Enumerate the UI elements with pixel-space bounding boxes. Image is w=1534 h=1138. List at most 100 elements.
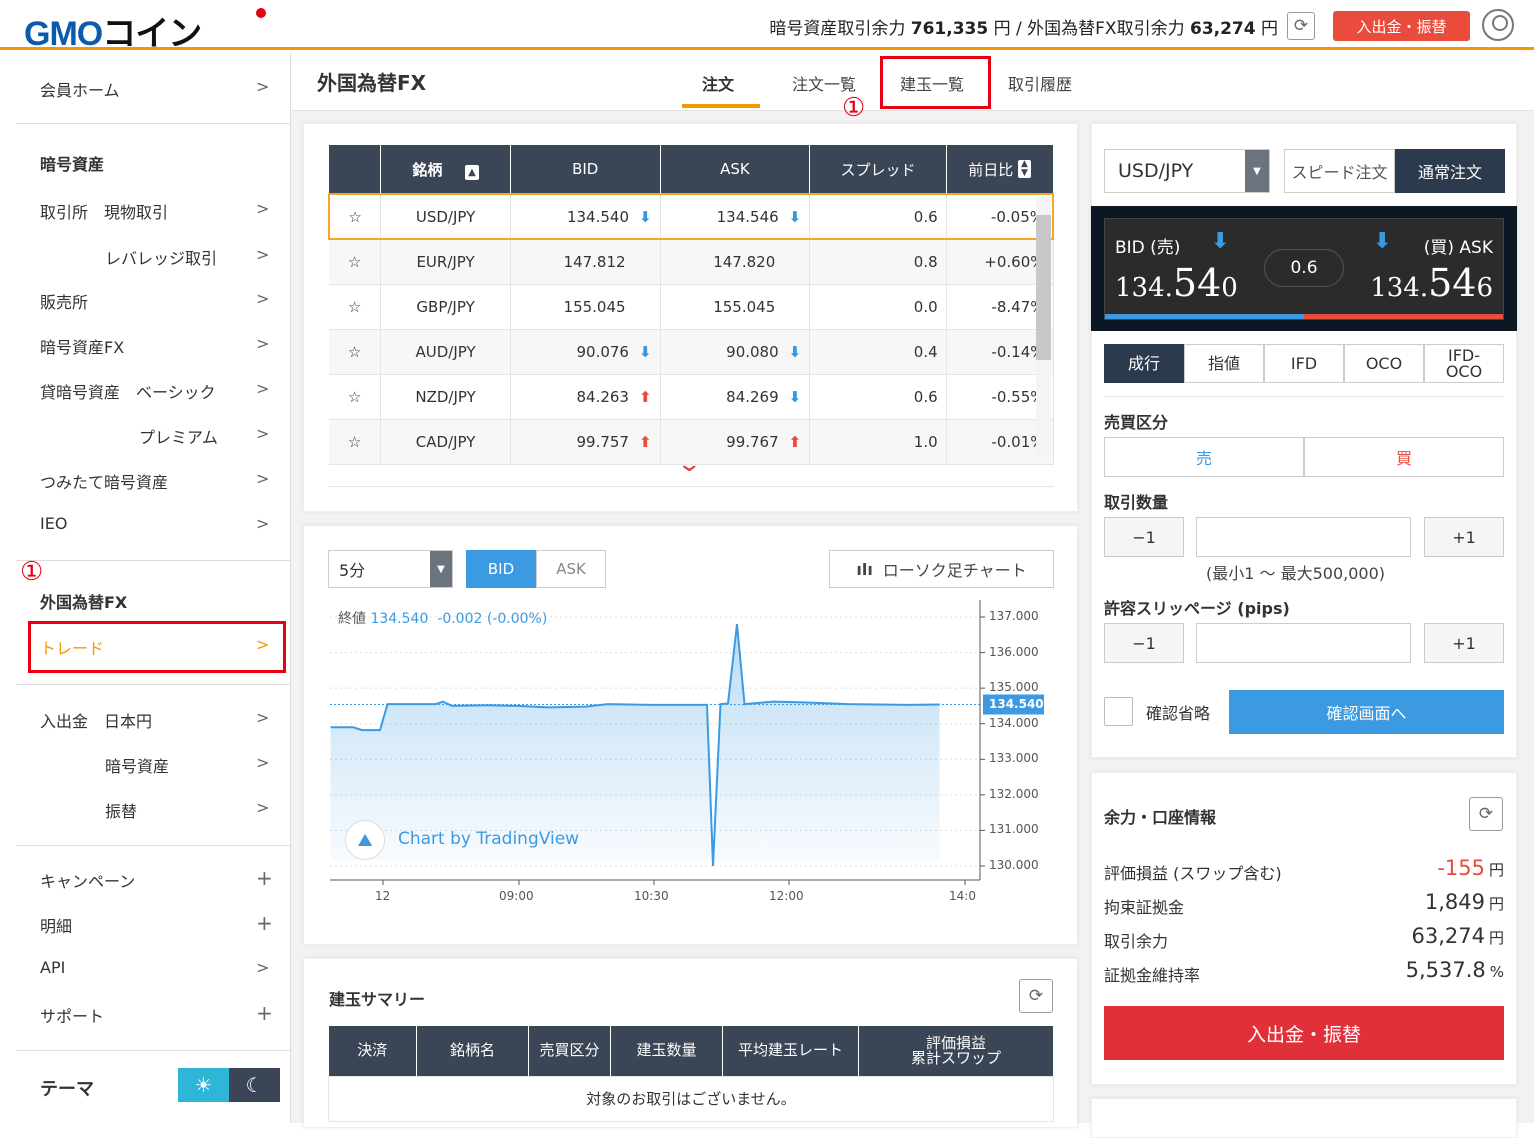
rate-row[interactable]: ☆ AUD/JPY 90.076 ⬇ 90.080 ⬇ 0.4 -0.14%: [329, 329, 1054, 375]
bid-cell[interactable]: 84.263 ⬆: [510, 374, 661, 420]
order-type-ifd-oco[interactable]: IFD-OCO: [1424, 344, 1504, 383]
moon-icon[interactable]: ☾: [229, 1068, 280, 1102]
account-row-value: 63,274 円: [1411, 924, 1505, 948]
bid-cell[interactable]: 155.045: [510, 284, 661, 330]
sun-icon[interactable]: ☀: [178, 1068, 229, 1102]
sort-icon[interactable]: ▲ ▼: [1018, 159, 1031, 178]
sidebar-item-premium[interactable]: プレミアム: [139, 428, 218, 447]
y-tick-label: 136.000: [989, 644, 1039, 659]
sidebar-item-deposit-crypto[interactable]: 暗号資産: [105, 757, 170, 776]
account-row-value: 5,537.8%: [1405, 958, 1504, 982]
sidebar-item-api[interactable]: API: [40, 958, 66, 977]
gmo-coin-logo[interactable]: GMOコイン: [24, 6, 266, 55]
sidebar-item-sales[interactable]: 販売所: [40, 293, 89, 312]
tab-positions[interactable]: 建玉一覧: [900, 75, 965, 94]
rate-row[interactable]: ☆ NZD/JPY 84.263 ⬆ 84.269 ⬇ 0.6 -0.55%: [329, 374, 1054, 420]
account-row-label: 拘束証拠金: [1104, 898, 1185, 917]
table-scrollbar[interactable]: [1036, 197, 1051, 457]
bid-cell[interactable]: 90.076 ⬇: [510, 329, 661, 375]
bid-price[interactable]: 134.540: [1115, 261, 1238, 305]
ask-toggle[interactable]: ASK: [536, 550, 606, 588]
sidebar-item-statement[interactable]: 明細: [40, 917, 73, 936]
bid-cell[interactable]: 147.812: [510, 239, 661, 285]
quantity-input[interactable]: [1196, 517, 1411, 557]
sidebar-item-member-home[interactable]: 会員ホーム: [40, 81, 120, 100]
chevron-right-icon: >: [256, 469, 270, 488]
ask-cell[interactable]: 90.080 ⬇: [660, 329, 811, 375]
sidebar-item-crypto-fx[interactable]: 暗号資産FX: [40, 338, 125, 357]
ask-cell[interactable]: 84.269 ⬇: [660, 374, 811, 420]
buy-button[interactable]: 買: [1304, 437, 1504, 477]
bid-cell[interactable]: 99.757 ⬆: [510, 419, 661, 465]
refresh-icon[interactable]: ⟳: [1287, 12, 1315, 40]
arrow-down-icon: ⬇: [638, 342, 652, 361]
ask-cell[interactable]: 99.767 ⬆: [660, 419, 811, 465]
balance-summary: 暗号資産取引余力 761,335 円 / 外国為替FX取引余力 63,274 円: [769, 14, 1278, 39]
active-tab-indicator: [682, 104, 760, 108]
sort-asc-icon[interactable]: ▲: [465, 164, 479, 180]
refresh-icon[interactable]: ⟳: [1019, 979, 1053, 1013]
order-type-成行[interactable]: 成行: [1104, 344, 1184, 383]
sidebar-item-exchange-spot[interactable]: 取引所 現物取引: [40, 203, 169, 222]
order-type-oco[interactable]: OCO: [1344, 344, 1424, 383]
slippage-input[interactable]: [1196, 623, 1411, 663]
theme-toggle[interactable]: ☀ ☾: [178, 1068, 280, 1102]
account-title: 余力・口座情報: [1104, 808, 1217, 827]
sidebar-item-transfer[interactable]: 振替: [105, 802, 138, 821]
sidebar-item-deposit-jpy[interactable]: 入出金 日本円: [40, 712, 153, 731]
close-value: 134.540: [370, 611, 429, 627]
interval-select[interactable]: 5分 ▼: [328, 550, 453, 588]
bid-toggle[interactable]: BID: [466, 550, 536, 588]
deposit-transfer-button[interactable]: 入出金・振替: [1333, 11, 1470, 41]
refresh-icon[interactable]: ⟳: [1469, 797, 1503, 831]
col-change[interactable]: 前日比 ▲ ▼: [946, 145, 1054, 194]
rate-row[interactable]: ☆ EUR/JPY 147.812 147.820 0.8 +0.60%: [329, 239, 1054, 285]
normal-order-tab[interactable]: 通常注文: [1395, 149, 1505, 193]
pin-icon[interactable]: ☆: [329, 284, 382, 330]
sidebar-item-trade[interactable]: トレード: [40, 639, 105, 658]
sidebar-item-leverage[interactable]: レバレッジ取引: [105, 249, 218, 268]
bid-cell[interactable]: 134.540 ⬇: [510, 193, 661, 240]
confirm-button[interactable]: 確認画面へ: [1229, 690, 1504, 734]
sidebar-item-ieo[interactable]: IEO: [40, 514, 68, 533]
expand-chevron-down-icon[interactable]: ⌄: [676, 452, 703, 477]
speed-order-tab[interactable]: スピード注文: [1284, 149, 1395, 193]
sidebar-item-tsumitate[interactable]: つみたて暗号資産: [40, 473, 169, 492]
rate-row[interactable]: ☆ CAD/JPY 99.757 ⬆ 99.767 ⬆ 1.0 -0.01%: [329, 419, 1054, 465]
pin-icon[interactable]: ☆: [329, 374, 382, 420]
ask-price[interactable]: 134.546: [1370, 261, 1493, 305]
quantity-minus-button[interactable]: −1: [1104, 517, 1184, 557]
user-icon[interactable]: [1482, 9, 1514, 41]
tab-order[interactable]: 注文: [702, 75, 735, 94]
ask-cell[interactable]: 155.045: [660, 284, 811, 330]
pair-select[interactable]: USD/JPY ▼: [1104, 149, 1270, 193]
sidebar-item-campaign[interactable]: キャンペーン: [40, 872, 136, 891]
pin-icon[interactable]: ☆: [329, 239, 382, 285]
sidebar-item-lending-basic[interactable]: 貸暗号資産 ベーシック: [40, 383, 216, 402]
pin-icon[interactable]: ☆: [328, 193, 382, 240]
candlestick-chart-button[interactable]: ılı ローソク足チャート: [829, 550, 1054, 588]
slippage-minus-button[interactable]: −1: [1104, 623, 1184, 663]
tradingview-watermark[interactable]: Chart by TradingView: [398, 829, 580, 849]
change-cell: -0.55%: [946, 374, 1054, 420]
pin-icon[interactable]: ☆: [329, 329, 382, 375]
ask-cell[interactable]: 147.820: [660, 239, 811, 285]
pin-icon[interactable]: ☆: [329, 419, 382, 465]
sell-button[interactable]: 売: [1104, 437, 1304, 477]
tab-history[interactable]: 取引履歴: [1008, 75, 1073, 94]
order-type-ifd[interactable]: IFD: [1264, 344, 1344, 383]
chevron-right-icon: >: [256, 635, 270, 654]
sidebar-item-support[interactable]: サポート: [40, 1007, 105, 1026]
skip-confirm-checkbox[interactable]: [1104, 697, 1133, 726]
x-tick-label: 12:00: [769, 889, 804, 903]
rate-row[interactable]: ☆ GBP/JPY 155.045 155.045 0.0 -8.47%: [329, 284, 1054, 330]
ask-cell[interactable]: 134.546 ⬇: [660, 193, 811, 240]
order-type-指値[interactable]: 指値: [1184, 344, 1264, 383]
slippage-plus-button[interactable]: +1: [1424, 623, 1504, 663]
quantity-plus-button[interactable]: +1: [1424, 517, 1504, 557]
x-tick-label: 09:00: [499, 889, 534, 903]
col-pair[interactable]: 銘柄 ▲: [380, 145, 511, 194]
deposit-transfer-button[interactable]: 入出金・振替: [1104, 1006, 1504, 1060]
tab-order-list[interactable]: 注文一覧: [792, 75, 857, 94]
